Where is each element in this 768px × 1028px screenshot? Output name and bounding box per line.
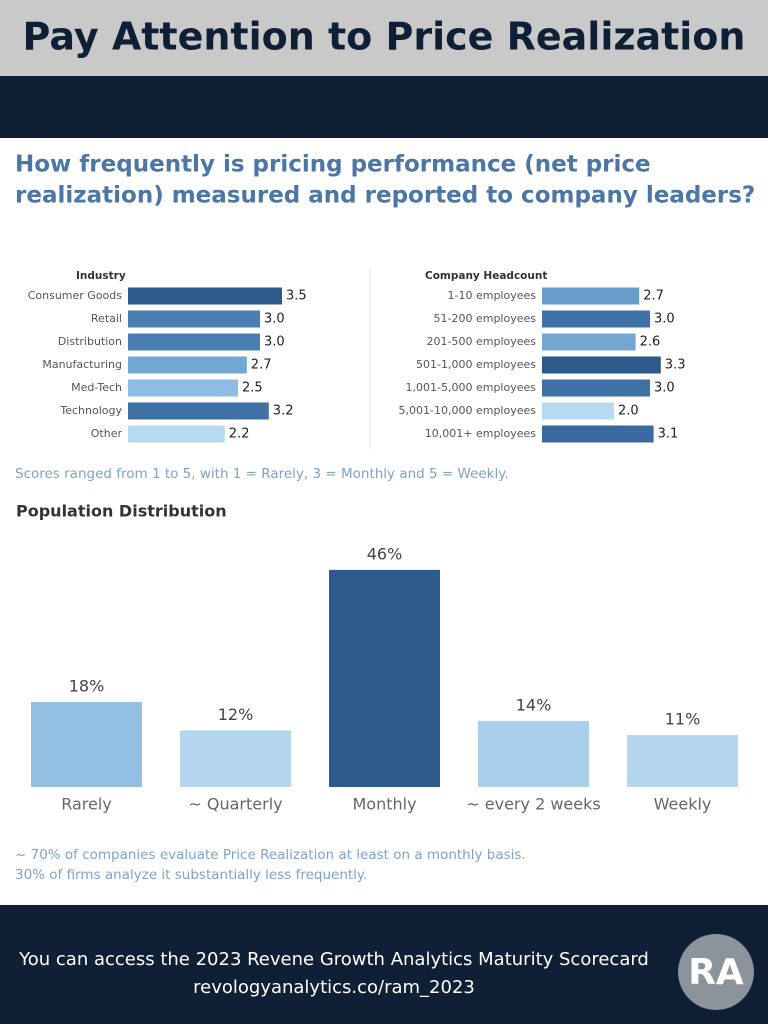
body xyxy=(0,138,768,905)
category-label: 1,001-5,000 employees xyxy=(406,381,537,394)
bar xyxy=(542,425,654,443)
value-label: 2.2 xyxy=(229,427,250,442)
category-label: Monthly xyxy=(352,795,416,814)
category-label: Manufacturing xyxy=(42,358,122,371)
category-label: Retail xyxy=(91,312,122,325)
category-label: 201-500 employees xyxy=(427,335,537,348)
value-label: 2.0 xyxy=(618,404,639,419)
bar xyxy=(128,356,247,374)
bar xyxy=(542,287,640,305)
chart-title: Population Distribution xyxy=(16,502,227,521)
value-label: 3.0 xyxy=(654,381,675,396)
page-title: Pay Attention to Price Realization xyxy=(23,15,746,59)
header-band xyxy=(0,0,768,76)
value-label: 3.2 xyxy=(273,404,294,419)
value-label: 3.5 xyxy=(286,289,307,304)
scale-note: Scores ranged from 1 to 5, with 1 = Rare… xyxy=(15,466,509,482)
footer-text: You can access the 2023 Revene Growth An… xyxy=(18,949,649,970)
chart-title: Company Headcount xyxy=(425,270,547,282)
bar xyxy=(542,310,650,328)
bar xyxy=(128,425,225,443)
bar xyxy=(128,333,260,351)
question: How frequently is pricing performance (n… xyxy=(15,152,651,178)
footer-band xyxy=(0,905,768,1024)
chart-title: Industry xyxy=(76,270,126,282)
category-label: Weekly xyxy=(654,795,712,814)
value-label: 3.0 xyxy=(654,312,675,327)
logo-text: RA xyxy=(688,952,744,993)
value-label: 2.7 xyxy=(643,289,664,304)
bar xyxy=(128,379,238,397)
bar xyxy=(128,402,269,420)
value-label: 12% xyxy=(218,705,254,724)
value-label: 18% xyxy=(69,677,105,696)
category-label: 1-10 employees xyxy=(448,289,537,302)
value-label: 3.0 xyxy=(264,335,285,350)
bar xyxy=(31,702,142,787)
category-label: Technology xyxy=(59,404,122,417)
value-label: 46% xyxy=(367,544,403,563)
value-label: 3.1 xyxy=(658,427,679,442)
question: realization) measured and reported to co… xyxy=(15,183,755,209)
category-label: ~ every 2 weeks xyxy=(466,795,600,814)
bar xyxy=(128,310,260,328)
bar xyxy=(478,720,589,787)
value-label: 14% xyxy=(516,695,552,714)
category-label: 5,001-10,000 employees xyxy=(399,404,537,417)
bar xyxy=(627,735,738,787)
bar xyxy=(542,379,650,397)
category-label: Rarely xyxy=(61,795,112,814)
footer-text: revologyanalytics.co/ram_2023 xyxy=(193,977,475,998)
logo xyxy=(678,934,754,1010)
value-label: 3.3 xyxy=(665,358,686,373)
bar xyxy=(542,356,661,374)
category-label: 10,001+ employees xyxy=(425,427,536,440)
category-label: Med-Tech xyxy=(71,381,122,394)
value-label: 2.5 xyxy=(242,381,263,396)
category-label: 51-200 employees xyxy=(434,312,537,325)
bar xyxy=(128,287,282,305)
value-label: 2.7 xyxy=(251,358,272,373)
category-label: Other xyxy=(91,427,123,440)
navy-band xyxy=(0,76,768,138)
note: 30% of firms analyze it substantially le… xyxy=(15,867,367,883)
category-label: Distribution xyxy=(58,335,122,348)
note: ~ 70% of companies evaluate Price Realiz… xyxy=(15,847,526,863)
bar xyxy=(542,333,636,351)
bar xyxy=(329,569,440,787)
category-label: Consumer Goods xyxy=(28,289,123,302)
bar xyxy=(542,402,614,420)
value-label: 3.0 xyxy=(264,312,285,327)
value-label: 11% xyxy=(665,710,701,729)
category-label: ~ Quarterly xyxy=(188,795,282,814)
value-label: 2.6 xyxy=(640,335,661,350)
bar xyxy=(180,730,291,787)
category-label: 501-1,000 employees xyxy=(416,358,536,371)
